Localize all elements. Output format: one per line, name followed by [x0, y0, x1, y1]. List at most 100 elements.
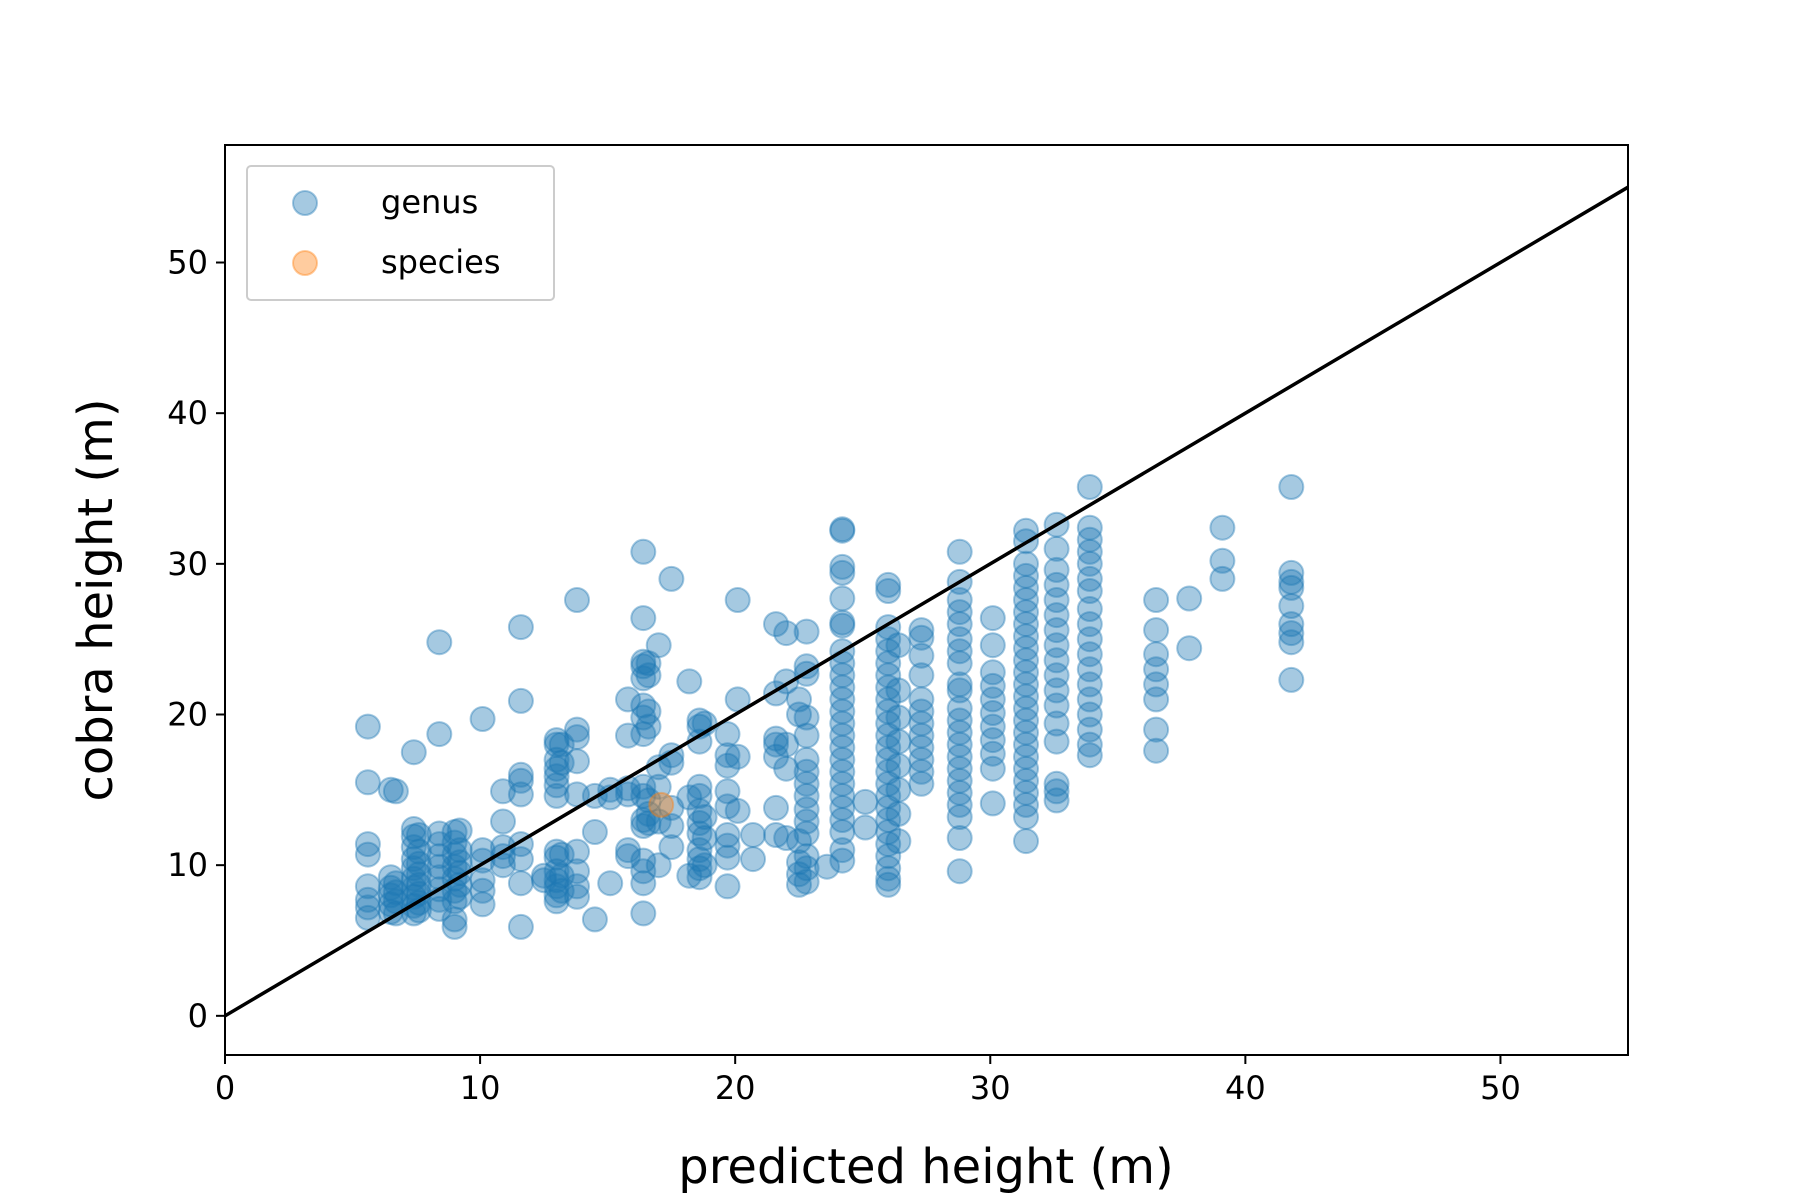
genus-point: [829, 517, 856, 544]
genus-point: [1043, 632, 1070, 659]
genus-point: [908, 734, 935, 761]
genus-point: [615, 837, 641, 864]
y-tick-label: 50: [167, 244, 208, 282]
genus-point: [714, 721, 741, 748]
genus-point: [1278, 559, 1305, 586]
x-tick-label: 40: [1225, 1069, 1266, 1107]
genus-point: [793, 704, 820, 731]
genus-point: [875, 865, 902, 892]
genus-point: [1076, 526, 1103, 553]
genus-point: [885, 728, 912, 755]
genus-point: [875, 578, 902, 604]
genus-point: [635, 662, 662, 689]
genus-point: [908, 722, 935, 749]
genus-point: [1043, 647, 1070, 674]
genus-point: [875, 571, 902, 598]
genus-point: [793, 770, 820, 797]
genus-point: [714, 778, 741, 805]
genus-point: [426, 895, 453, 922]
genus-point: [946, 677, 973, 704]
genus-point: [979, 713, 1006, 740]
genus-point: [763, 725, 789, 752]
genus-point: [829, 662, 856, 689]
genus-point: [426, 629, 453, 656]
genus-point: [773, 620, 800, 647]
genus-point: [979, 755, 1006, 782]
genus-point: [829, 612, 856, 639]
genus-point: [1076, 578, 1103, 604]
legend-label-species: species: [381, 243, 501, 281]
genus-point: [426, 831, 453, 858]
genus-point: [875, 710, 902, 737]
genus-point: [1143, 587, 1170, 613]
genus-point: [507, 687, 534, 714]
genus-point: [946, 755, 973, 782]
y-axis-ticks: 0 10 20 30 40 50: [167, 244, 225, 1035]
genus-point: [786, 849, 812, 876]
genus-point: [1278, 568, 1305, 595]
genus-point: [773, 755, 800, 782]
genus-point: [714, 832, 741, 859]
genus-point: [686, 810, 713, 836]
genus-point: [946, 638, 973, 665]
genus-point: [630, 773, 657, 800]
genus-point: [1043, 587, 1070, 613]
genus-point: [400, 834, 427, 861]
genus-point: [829, 710, 856, 737]
genus-point: [543, 867, 570, 894]
genus-point: [581, 906, 608, 933]
genus-point: [400, 816, 427, 842]
genus-point: [630, 847, 657, 874]
genus-point: [908, 686, 935, 713]
genus-point: [875, 807, 902, 833]
genus-point: [400, 874, 427, 901]
genus-point: [635, 698, 662, 725]
genus-point: [829, 686, 856, 713]
genus-point: [1043, 770, 1070, 797]
genus-point: [543, 888, 570, 915]
y-tick-label: 30: [167, 545, 208, 583]
genus-point: [426, 843, 453, 870]
genus-point: [714, 752, 741, 779]
genus-point: [691, 804, 718, 830]
genus-point: [875, 843, 902, 870]
genus-point: [530, 862, 557, 889]
genus-point: [1043, 662, 1070, 689]
genus-point: [946, 650, 973, 677]
genus-point: [658, 565, 685, 592]
genus-point: [740, 822, 766, 848]
genus-point: [507, 870, 534, 897]
genus-point: [548, 749, 575, 776]
genus-point: [1076, 538, 1103, 565]
genus-point: [441, 913, 468, 940]
genus-point: [908, 770, 935, 797]
genus-point: [1278, 611, 1305, 638]
genus-point: [885, 632, 912, 659]
genus-point: [1013, 791, 1039, 818]
genus-point: [354, 873, 381, 900]
genus-point: [1043, 728, 1070, 755]
legend-marker-genus: [292, 190, 318, 216]
genus-point: [507, 614, 534, 641]
genus-point: [885, 677, 912, 704]
genus-point: [979, 605, 1006, 632]
genus-point: [377, 776, 404, 803]
genus-point: [908, 710, 935, 737]
genus-point: [979, 672, 1006, 699]
genus-point: [793, 746, 820, 773]
genus-point: [543, 772, 570, 799]
y-tick-label: 10: [167, 846, 208, 884]
genus-point: [354, 713, 381, 740]
genus-point: [875, 855, 902, 882]
genus-point: [979, 632, 1006, 659]
genus-point: [691, 825, 718, 851]
genus-point: [793, 722, 820, 749]
genus-point: [829, 807, 856, 833]
genus-point: [1076, 641, 1103, 668]
genus-point: [400, 865, 427, 892]
genus-point: [507, 781, 534, 808]
genus-point: [1013, 587, 1039, 613]
genus-point: [630, 807, 657, 833]
genus-point: [658, 813, 685, 839]
